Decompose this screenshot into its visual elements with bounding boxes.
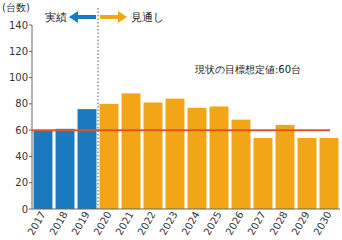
x-tick-label: 2024 bbox=[179, 210, 201, 238]
y-tick-label: 120 bbox=[9, 46, 28, 57]
y-tick-label: 60 bbox=[15, 125, 28, 136]
bar bbox=[34, 130, 53, 209]
bar bbox=[56, 129, 75, 209]
y-tick-label: 80 bbox=[15, 98, 28, 109]
x-tick-label: 2025 bbox=[201, 210, 223, 238]
divider bbox=[98, 8, 99, 209]
y-tick-label: 0 bbox=[22, 204, 28, 215]
bar bbox=[232, 120, 251, 209]
x-tick-label: 2027 bbox=[245, 210, 267, 238]
x-tick-label: 2020 bbox=[91, 210, 113, 238]
legend-label: 実績 bbox=[45, 11, 67, 24]
bar bbox=[188, 108, 207, 209]
reference-line bbox=[32, 129, 330, 131]
bar bbox=[100, 104, 119, 209]
bar bbox=[254, 138, 273, 209]
x-tick-label: 2022 bbox=[135, 210, 157, 238]
legend-arrow-head bbox=[118, 11, 127, 23]
legend-label: 見通し bbox=[131, 11, 164, 24]
bar bbox=[298, 138, 317, 209]
bar bbox=[320, 138, 339, 209]
reference-label: 現状の目標想定値:60台 bbox=[195, 64, 301, 75]
x-tick-label: 2021 bbox=[113, 210, 135, 238]
x-tick-label: 2028 bbox=[267, 210, 289, 238]
bar bbox=[166, 99, 185, 209]
plot-area bbox=[32, 93, 338, 209]
x-tick-label: 2029 bbox=[289, 210, 311, 238]
bar bbox=[122, 93, 141, 209]
x-tick-label: 2026 bbox=[223, 210, 245, 238]
y-tick-label: 100 bbox=[9, 72, 28, 83]
legend-arrow bbox=[100, 15, 118, 19]
y-tick-label: 20 bbox=[15, 177, 28, 188]
x-tick-label: 2017 bbox=[25, 210, 47, 238]
x-tick-label: 2019 bbox=[69, 210, 91, 238]
y-axis-label: (台数) bbox=[2, 2, 30, 13]
x-axis bbox=[32, 209, 340, 210]
bar bbox=[144, 103, 163, 209]
legend-arrow-head bbox=[69, 11, 78, 23]
chart: (台数)020406080100120140現状の目標想定値:60台201720… bbox=[0, 0, 342, 240]
y-axis bbox=[32, 25, 33, 209]
bar bbox=[276, 125, 295, 209]
legend-arrow bbox=[78, 15, 96, 19]
bar bbox=[78, 109, 97, 209]
x-tick-label: 2023 bbox=[157, 210, 179, 238]
x-tick-label: 2030 bbox=[311, 210, 333, 238]
y-tick-label: 40 bbox=[15, 151, 28, 162]
bar bbox=[210, 106, 229, 209]
y-tick-label: 140 bbox=[9, 20, 28, 31]
x-tick-label: 2018 bbox=[47, 210, 69, 238]
